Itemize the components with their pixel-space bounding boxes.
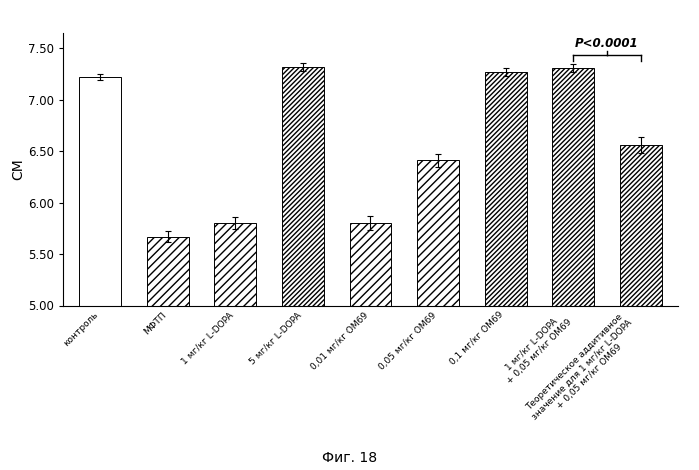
- Bar: [282, 67, 324, 306]
- Text: P<0.0001: P<0.0001: [575, 38, 639, 50]
- Bar: [620, 145, 662, 306]
- Bar: [417, 160, 459, 306]
- Bar: [215, 223, 257, 306]
- Y-axis label: СМ: СМ: [11, 158, 25, 180]
- Bar: [147, 236, 189, 306]
- Bar: [484, 72, 526, 306]
- Bar: [552, 68, 594, 306]
- Bar: [350, 223, 391, 306]
- Bar: [79, 77, 121, 306]
- Text: Фиг. 18: Фиг. 18: [322, 451, 377, 465]
